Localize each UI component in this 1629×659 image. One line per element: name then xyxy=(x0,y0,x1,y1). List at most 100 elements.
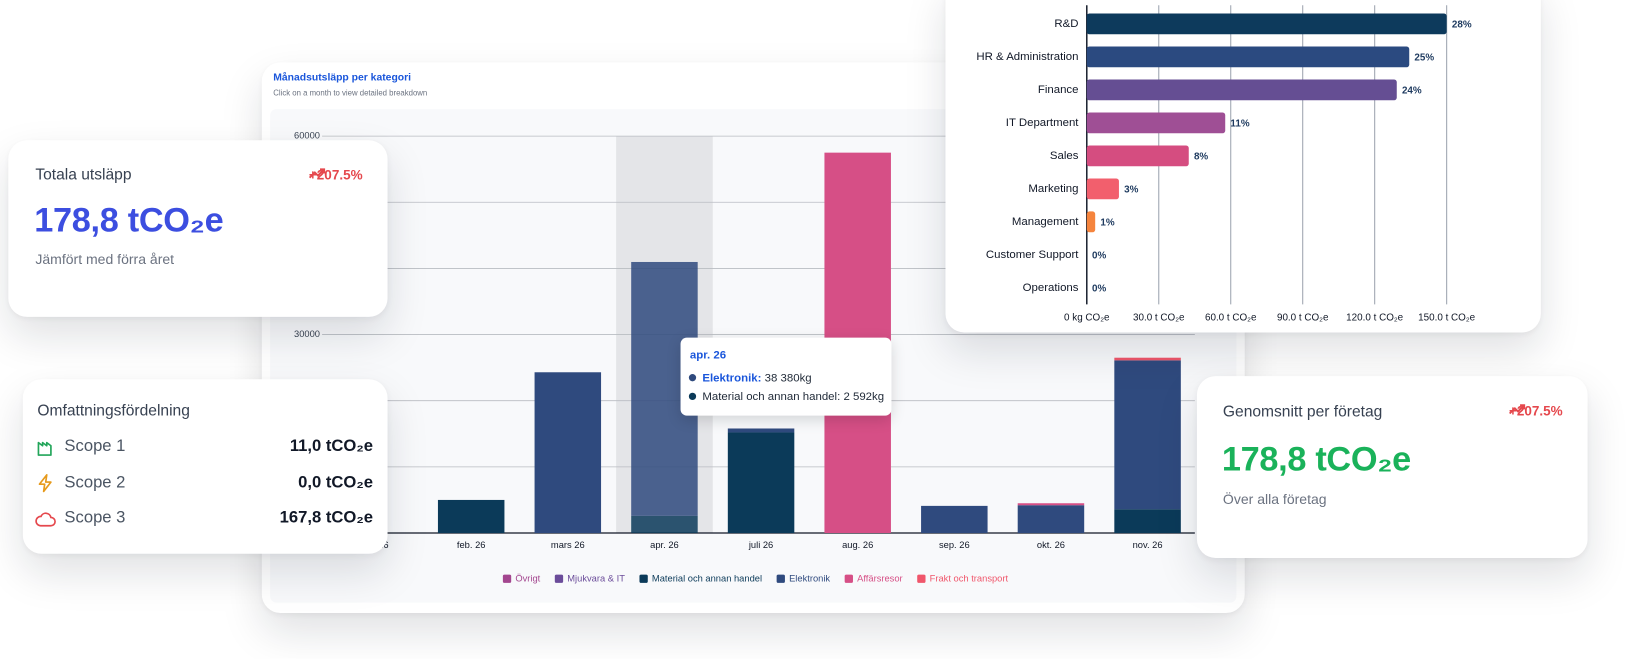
card-value: 178,8 tCO₂e xyxy=(34,200,224,239)
bar[interactable] xyxy=(1086,13,1447,35)
value-label: 8% xyxy=(1194,151,1208,162)
x-tick-label: nov. 26 xyxy=(1133,540,1163,550)
bar-segment[interactable] xyxy=(921,505,988,534)
bar-segment[interactable] xyxy=(437,499,505,534)
legend-swatch xyxy=(917,574,926,583)
scope-value: 0,0 tCO₂e xyxy=(298,473,374,492)
bar[interactable] xyxy=(1086,79,1397,101)
legend-swatch xyxy=(844,574,853,583)
legend-label: Mjukvara & IT xyxy=(567,574,625,584)
x-tick-label: feb. 26 xyxy=(457,540,486,550)
scope-value: 11,0 tCO₂e xyxy=(289,437,374,456)
value-label: 28% xyxy=(1452,20,1472,31)
value-label: 0% xyxy=(1092,283,1106,294)
x-tick-label: 30.0 t CO₂e xyxy=(1133,313,1185,324)
bar-segment[interactable] xyxy=(1114,360,1181,510)
bar-segment[interactable] xyxy=(631,515,698,534)
y-tick-label: 30000 xyxy=(294,329,320,339)
bar-segment[interactable] xyxy=(1114,357,1181,361)
x-tick-label: 120.0 t CO₂e xyxy=(1346,313,1404,324)
y-tick-label: Operations xyxy=(1023,282,1079,294)
legend-label: Övrigt xyxy=(515,574,540,584)
x-tick-label: mars 26 xyxy=(551,540,585,550)
legend-swatch xyxy=(776,574,785,583)
bar-segment[interactable] xyxy=(727,432,795,534)
tooltip-dot xyxy=(688,374,697,382)
bar[interactable] xyxy=(1086,178,1119,200)
y-tick-label: Customer Support xyxy=(986,249,1079,261)
tooltip-value: 38 380kg xyxy=(764,371,812,385)
trend-icon xyxy=(1509,404,1526,415)
bar[interactable] xyxy=(1086,145,1189,167)
x-tick-label: 90.0 t CO₂e xyxy=(1277,313,1329,324)
scope-value: 167,8 tCO₂e xyxy=(279,509,374,527)
bar-segment[interactable] xyxy=(1114,509,1181,534)
x-tick-label: sep. 26 xyxy=(939,540,970,550)
scope-label: Scope 3 xyxy=(64,509,126,527)
scope-3-icon xyxy=(35,512,56,527)
tooltip-label: Material och annan handel: xyxy=(702,390,841,404)
value-label: 11% xyxy=(1230,119,1249,130)
bar-segment[interactable] xyxy=(727,428,795,433)
bar-segment[interactable] xyxy=(1017,503,1085,506)
scope-label: Scope 1 xyxy=(64,437,126,456)
trend-icon xyxy=(309,168,326,179)
scope-card: Omfattningsfördelning Scope 1 11,0 tCO₂e… xyxy=(22,379,388,554)
card-title: Totala utsläpp xyxy=(35,166,132,184)
bar-segment[interactable] xyxy=(1017,505,1085,534)
tooltip-dot xyxy=(688,392,697,401)
card-title: Omfattningsfördelning xyxy=(37,402,190,420)
scope-1-icon xyxy=(37,441,52,456)
chart-title: Månadsutsläpp per kategori xyxy=(273,72,411,84)
card-note: Över alla företag xyxy=(1222,491,1327,508)
legend-label: Affärsresor xyxy=(857,574,903,584)
value-label: 24% xyxy=(1402,86,1422,97)
y-tick-label: 60000 xyxy=(294,131,320,141)
department-chart-card: 0 kg CO₂e 30.0 t CO₂e 60.0 t CO₂e 90.0 t CO… xyxy=(945,0,1541,333)
legend-swatch xyxy=(639,574,648,583)
y-tick-label: IT Department xyxy=(1006,117,1080,129)
x-tick-label: aug. 26 xyxy=(842,540,873,550)
tooltip: apr. 26 Elektronik: 38 380kg Material oc… xyxy=(680,337,892,416)
y-tick-label: Sales xyxy=(1050,150,1079,162)
x-tick-label: okt. 26 xyxy=(1037,540,1065,550)
department-chart: 0 kg CO₂e 30.0 t CO₂e 60.0 t CO₂e 90.0 t CO… xyxy=(976,5,1476,324)
legend-swatch xyxy=(502,574,512,583)
tooltip-item: Elektronik: 38 380kg xyxy=(688,371,812,385)
change-badge: +207.5% xyxy=(309,167,363,183)
card-title: Genomsnitt per företag xyxy=(1222,403,1383,421)
scope-2-icon xyxy=(38,473,52,493)
tooltip-value: 2 592kg xyxy=(843,390,885,404)
value-label: 0% xyxy=(1092,250,1106,261)
legend-label: Frakt och transport xyxy=(930,574,1009,584)
x-tick-label: juli 26 xyxy=(748,540,773,550)
bar[interactable] xyxy=(1086,46,1410,68)
tooltip-title: apr. 26 xyxy=(689,349,727,362)
bar-segment[interactable] xyxy=(534,372,602,534)
y-tick-label: Management xyxy=(1012,216,1079,228)
chart-subtitle: Click on a month to view detailed breakd… xyxy=(273,89,427,98)
tooltip-item: Material och annan handel: 2 592kg xyxy=(688,390,885,404)
card-value: 178,8 tCO₂e xyxy=(1221,439,1411,478)
x-tick-label: 60.0 t CO₂e xyxy=(1205,313,1257,324)
legend-swatch xyxy=(554,574,564,583)
bar[interactable] xyxy=(1086,112,1226,134)
total-card: Totala utsläpp +207.5% 178,8 tCO₂e Jämfö… xyxy=(8,140,388,317)
average-card: Genomsnitt per företag +207.5% 178,8 tCO… xyxy=(1196,376,1588,558)
card-note: Jämfört med förra året xyxy=(35,251,175,268)
x-tick-label: 150.0 t CO₂e xyxy=(1418,313,1476,324)
x-tick-label: apr. 26 xyxy=(650,540,679,550)
y-tick-label: R&D xyxy=(1054,18,1078,30)
scope-label: Scope 2 xyxy=(64,473,126,492)
legend-label: Material och annan handel xyxy=(652,574,762,584)
y-tick-label: Marketing xyxy=(1028,183,1078,195)
tooltip-label: Elektronik: xyxy=(702,371,762,385)
y-tick-label: Finance xyxy=(1038,84,1079,96)
change-badge: +207.5% xyxy=(1509,403,1563,419)
legend-label: Elektronik xyxy=(789,574,830,584)
bar[interactable] xyxy=(1086,211,1096,233)
y-tick-label: HR & Administration xyxy=(976,51,1078,63)
